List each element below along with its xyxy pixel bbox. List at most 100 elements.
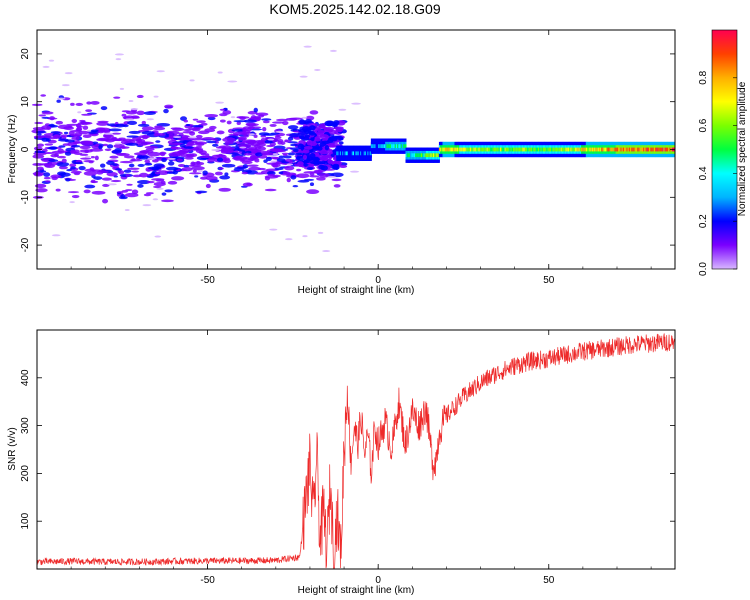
spectrogram-cell [152, 126, 166, 131]
spectrogram-cell [322, 250, 331, 253]
spectrogram-cell [435, 153, 438, 158]
spectrogram-cell [171, 176, 185, 181]
spectrogram-cell [272, 153, 279, 156]
spectrogram-cell [518, 147, 522, 152]
spectrogram-cell [483, 147, 486, 152]
spectrogram-cell [501, 147, 504, 152]
spectrogram-cell [152, 185, 162, 189]
spectrogram-cell [566, 147, 569, 152]
spectrogram-cell [106, 172, 118, 177]
spectrogram-cell [191, 166, 205, 171]
spectrogram-cell [248, 146, 258, 151]
spectrogram-y-tick-label: -10 [20, 190, 31, 205]
spectrogram-cell [313, 169, 323, 174]
spectrogram-cell [240, 157, 254, 162]
snr-y-tick-label: 400 [20, 369, 31, 386]
spectrogram-cell [448, 147, 451, 152]
spectrogram-cell [241, 161, 253, 164]
spectrogram-cell [447, 147, 450, 152]
spectrogram-cell [324, 145, 330, 151]
spectrogram-cell [361, 151, 364, 156]
spectrogram-cell [349, 151, 352, 156]
spectrogram-cell [330, 172, 344, 178]
colorbar-tick-label: 0.6 [698, 118, 709, 132]
spectrogram-cell [517, 147, 520, 152]
spectrogram-cell [103, 134, 114, 139]
spectrogram-cell [487, 147, 491, 152]
spectrogram-cell [34, 121, 44, 125]
spectrogram-cell [609, 147, 612, 152]
spectrogram-cell [57, 148, 64, 153]
spectrogram-cell [195, 134, 203, 139]
spectrogram-cell [458, 147, 461, 152]
spectrogram-cell [48, 161, 58, 166]
spectrogram-cell [588, 147, 591, 152]
spectrogram-cell [200, 176, 208, 180]
spectrogram-cell [662, 147, 665, 152]
spectrogram-cell [314, 136, 321, 142]
spectrogram-cell [298, 119, 306, 125]
spectrogram-cell [355, 151, 358, 156]
spectrogram-cell [211, 149, 220, 152]
spectrogram-cell [233, 166, 247, 170]
spectrogram-cell [275, 130, 284, 133]
spectrogram-cell [426, 153, 430, 158]
spectrogram-cell [51, 234, 61, 237]
spectrogram-cell [41, 111, 54, 115]
spectrogram-cell [198, 150, 207, 155]
spectrogram-cell [128, 163, 135, 168]
figure-title: KOM5.2025.142.02.18.G09 [269, 1, 440, 17]
spectrogram-cell [584, 147, 587, 152]
spectrogram-cell [68, 131, 75, 135]
spectrogram-cell [452, 147, 455, 152]
spectrogram-cell [323, 128, 333, 133]
spectrogram-cell [153, 95, 159, 98]
spectrogram-cell [428, 153, 431, 158]
spectrogram-cell [398, 144, 401, 149]
spectrogram-cell [634, 147, 637, 152]
spectrogram-cell [616, 147, 620, 152]
spectrogram-cell [462, 147, 466, 152]
spectrogram-x-label: Height of straight line (km) [298, 285, 415, 296]
snr-x-tick-label: 0 [375, 575, 381, 586]
spectrogram-cell [412, 153, 415, 158]
spectrogram-cell [55, 120, 64, 125]
spectrogram-cell [71, 145, 81, 148]
spectrogram-cell [116, 152, 130, 157]
spectrogram-cell [331, 135, 341, 139]
spectrogram-cell [434, 153, 437, 158]
spectrogram-cell [563, 147, 566, 152]
spectrogram-cell [277, 139, 284, 143]
spectrogram-cell [464, 147, 467, 152]
spectrogram-cell [281, 152, 289, 155]
spectrogram-cell [554, 147, 557, 152]
spectrogram-cell [421, 153, 424, 158]
spectrogram-cell [425, 153, 428, 158]
spectrogram-cell [62, 143, 70, 146]
spectrogram-cell [530, 147, 534, 152]
spectrogram-cell [196, 120, 206, 124]
spectrogram-cell [509, 147, 512, 152]
spectrogram-cell [194, 190, 208, 194]
spectrogram-cell [264, 139, 273, 144]
spectrogram-cell [620, 147, 623, 152]
spectrogram-cell [180, 153, 193, 158]
spectrogram-cell [389, 144, 393, 149]
spectrogram-cell [79, 145, 91, 150]
spectrogram-cell [354, 151, 357, 156]
spectrogram-cell [84, 184, 96, 189]
spectrogram-cell [75, 102, 84, 106]
spectrogram-cell [123, 169, 132, 173]
spectrogram-cell [220, 151, 232, 154]
spectrogram-cell [594, 147, 597, 152]
spectrogram-cell [471, 147, 474, 152]
spectrogram-cell [493, 147, 497, 152]
spectrogram-cell [102, 129, 111, 134]
spectrogram-cell [189, 79, 195, 82]
spectrogram-cell [469, 147, 473, 152]
spectrogram-cell [508, 147, 511, 152]
spectrogram-cell [582, 147, 585, 152]
spectrogram-cell [345, 151, 348, 156]
spectrogram-cell [303, 45, 312, 48]
spectrogram-cell [96, 121, 109, 126]
